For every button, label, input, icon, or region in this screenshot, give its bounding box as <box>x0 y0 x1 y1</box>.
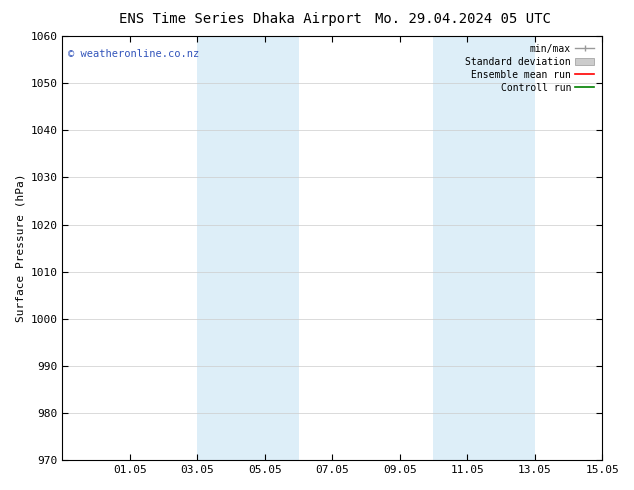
Text: © weatheronline.co.nz: © weatheronline.co.nz <box>68 49 199 59</box>
Bar <box>434 36 534 460</box>
Text: Mo. 29.04.2024 05 UTC: Mo. 29.04.2024 05 UTC <box>375 12 551 26</box>
Y-axis label: Surface Pressure (hPa): Surface Pressure (hPa) <box>15 174 25 322</box>
Bar <box>197 36 299 460</box>
Text: ENS Time Series Dhaka Airport: ENS Time Series Dhaka Airport <box>119 12 363 26</box>
Legend: min/max, Standard deviation, Ensemble mean run, Controll run: min/max, Standard deviation, Ensemble me… <box>462 41 597 96</box>
